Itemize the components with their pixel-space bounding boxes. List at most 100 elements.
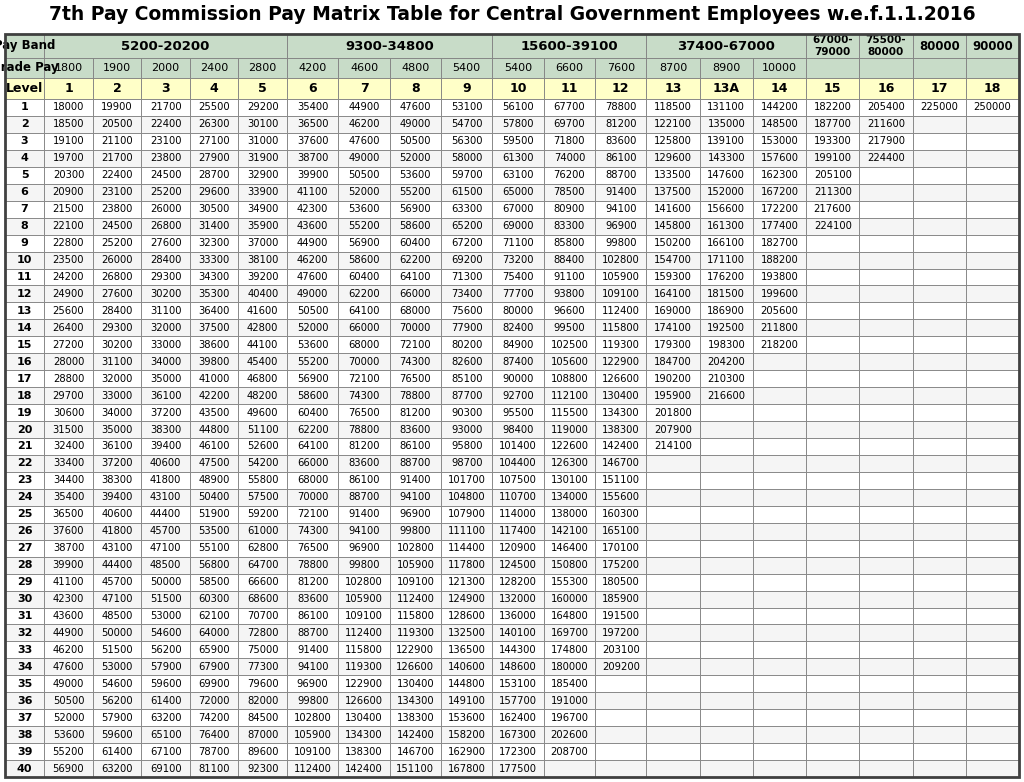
Bar	[646, 353, 699, 370]
Bar	[595, 557, 646, 574]
Text: 44100: 44100	[247, 339, 279, 350]
Bar	[44, 167, 93, 184]
Bar	[441, 760, 493, 777]
Bar	[338, 421, 390, 438]
Text: 42300: 42300	[297, 204, 329, 214]
Text: Grade Pay: Grade Pay	[0, 62, 58, 74]
Bar	[753, 252, 806, 268]
Bar	[544, 641, 595, 658]
Bar	[93, 574, 141, 590]
Text: 132000: 132000	[499, 594, 537, 604]
Bar	[859, 692, 912, 709]
Text: 98700: 98700	[451, 458, 482, 468]
Text: 47600: 47600	[297, 272, 329, 282]
Text: 59600: 59600	[150, 679, 181, 689]
Text: 177500: 177500	[499, 763, 537, 773]
Text: 192500: 192500	[708, 323, 745, 333]
Text: 96900: 96900	[348, 543, 380, 553]
Bar	[93, 116, 141, 133]
Text: 157700: 157700	[499, 696, 537, 705]
Text: 47600: 47600	[348, 136, 380, 146]
Bar	[5, 743, 44, 760]
Text: 37200: 37200	[101, 458, 133, 468]
Text: 16: 16	[16, 357, 33, 367]
Bar	[390, 58, 441, 78]
Text: 56800: 56800	[199, 560, 230, 570]
Bar	[338, 184, 390, 201]
Bar	[753, 78, 806, 99]
Bar	[5, 489, 44, 506]
Text: 41600: 41600	[247, 306, 279, 316]
Text: 32400: 32400	[53, 442, 84, 451]
Text: 186900: 186900	[708, 306, 745, 316]
Bar	[5, 285, 44, 303]
Text: 79600: 79600	[247, 679, 279, 689]
Bar	[441, 184, 493, 201]
Text: 33000: 33000	[150, 339, 181, 350]
Bar	[595, 116, 646, 133]
Bar	[966, 438, 1019, 455]
Bar	[806, 404, 859, 421]
Bar	[859, 201, 912, 217]
Bar	[753, 625, 806, 641]
Bar	[287, 726, 338, 743]
Text: 7: 7	[359, 82, 369, 95]
Bar	[189, 303, 239, 319]
Bar	[544, 303, 595, 319]
Bar	[189, 676, 239, 692]
Text: 35: 35	[17, 679, 32, 689]
Bar	[912, 625, 966, 641]
Text: 144300: 144300	[500, 645, 537, 655]
Text: 27: 27	[16, 543, 33, 553]
Bar	[441, 625, 493, 641]
Bar	[44, 353, 93, 370]
Text: 26300: 26300	[199, 120, 230, 130]
Text: 18: 18	[16, 391, 33, 400]
Bar	[646, 235, 699, 252]
Bar	[441, 726, 493, 743]
Text: 17: 17	[931, 82, 948, 95]
Text: 109100: 109100	[602, 289, 640, 299]
Bar	[239, 285, 287, 303]
Bar	[859, 709, 912, 726]
Bar	[141, 116, 189, 133]
Bar	[912, 235, 966, 252]
Bar	[753, 387, 806, 404]
Bar	[338, 217, 390, 235]
Bar	[239, 319, 287, 336]
Bar	[544, 472, 595, 489]
Bar	[699, 489, 753, 506]
Bar	[699, 58, 753, 78]
Bar	[544, 217, 595, 235]
Text: 24: 24	[16, 493, 33, 502]
Text: 26800: 26800	[101, 272, 133, 282]
Bar	[93, 608, 141, 625]
Bar	[806, 217, 859, 235]
Bar	[189, 760, 239, 777]
Bar	[912, 319, 966, 336]
Text: 167300: 167300	[499, 730, 537, 740]
Text: 83300: 83300	[554, 221, 585, 231]
Text: 49600: 49600	[247, 407, 279, 418]
Text: 10: 10	[17, 255, 33, 265]
Text: 62200: 62200	[297, 425, 329, 435]
Bar	[239, 676, 287, 692]
Bar	[189, 201, 239, 217]
Text: 53500: 53500	[199, 526, 230, 536]
Bar	[493, 167, 544, 184]
Bar	[544, 557, 595, 574]
Text: 32300: 32300	[199, 238, 229, 248]
Text: 174100: 174100	[654, 323, 692, 333]
Bar	[441, 201, 493, 217]
Bar	[141, 99, 189, 116]
Bar	[859, 760, 912, 777]
Text: 68000: 68000	[348, 339, 380, 350]
Bar	[239, 217, 287, 235]
Text: 1800: 1800	[54, 63, 83, 73]
Text: 25200: 25200	[150, 187, 181, 197]
Bar	[859, 506, 912, 522]
Bar	[93, 184, 141, 201]
Text: 2000: 2000	[152, 63, 179, 73]
Bar	[912, 116, 966, 133]
Text: 205100: 205100	[814, 170, 852, 181]
